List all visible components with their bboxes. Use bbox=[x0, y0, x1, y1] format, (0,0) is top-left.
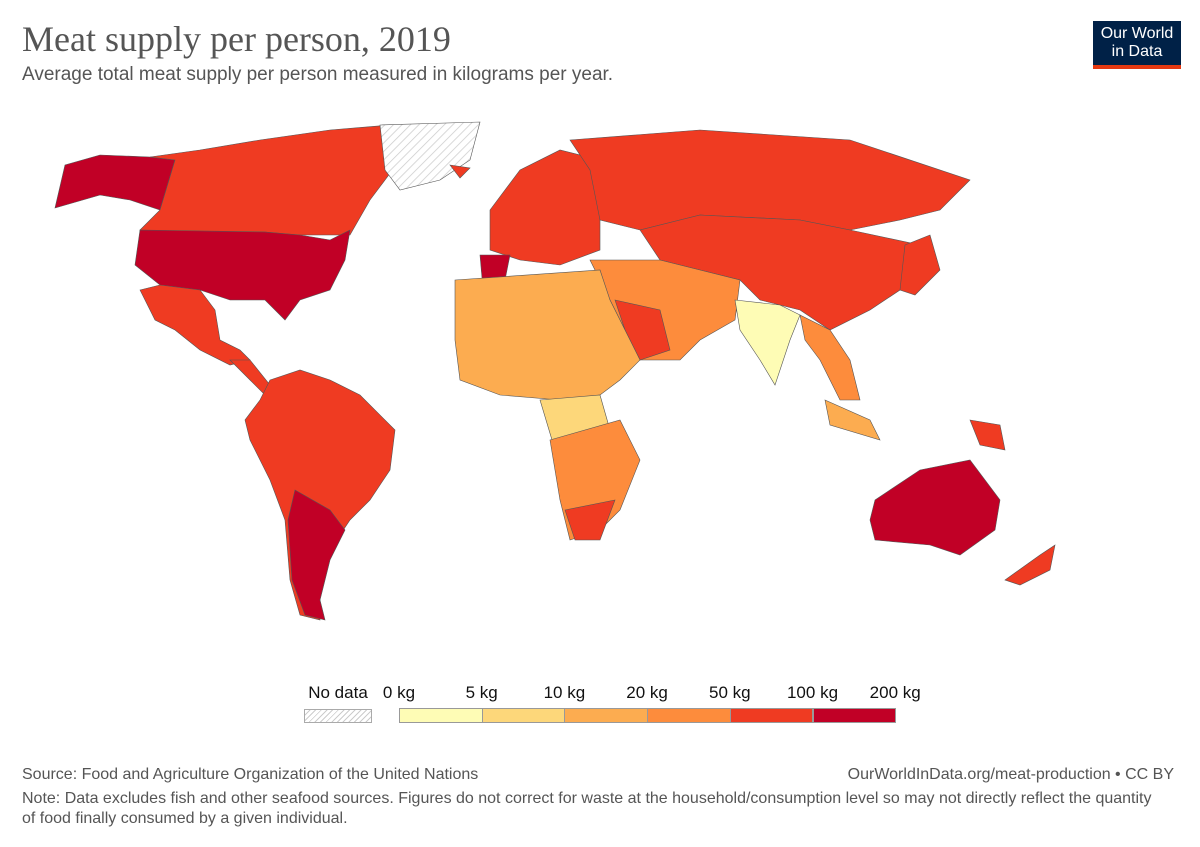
region-australia[interactable] bbox=[869, 459, 1001, 556]
region-japan[interactable] bbox=[899, 234, 941, 296]
legend-bin-swatch[interactable] bbox=[812, 708, 897, 723]
region-southeast-asia[interactable] bbox=[799, 314, 861, 401]
owid-logo[interactable]: Our World in Data bbox=[1093, 21, 1181, 69]
region-alaska[interactable] bbox=[54, 154, 176, 211]
legend-tick-label: 0 kg bbox=[382, 683, 416, 702]
legend-bin-swatch[interactable] bbox=[481, 708, 566, 723]
region-iceland[interactable] bbox=[449, 164, 471, 179]
note-text: Note: Data excludes fish and other seafo… bbox=[22, 790, 1152, 827]
region-india[interactable] bbox=[734, 299, 801, 386]
legend-tick-label: 200 kg bbox=[869, 683, 921, 702]
legend-tick-label: 5 kg bbox=[465, 683, 498, 702]
legend-bin-swatch[interactable] bbox=[729, 708, 814, 723]
region-russia[interactable] bbox=[569, 129, 971, 231]
source-link[interactable]: OurWorldInData.org/meat-production • CC … bbox=[847, 766, 1174, 783]
region-canada[interactable] bbox=[139, 124, 401, 236]
legend-tick-label: 50 kg bbox=[709, 683, 751, 702]
legend-bin-swatch[interactable] bbox=[399, 708, 483, 723]
page-title: Meat supply per person, 2019 bbox=[22, 19, 451, 59]
legend-tick-label: 100 kg bbox=[786, 683, 839, 702]
region-papua-new-guinea[interactable] bbox=[969, 419, 1006, 451]
source-text: Source: Food and Agriculture Organizatio… bbox=[22, 766, 479, 783]
region-mexico[interactable] bbox=[139, 284, 251, 366]
legend-bin-swatch[interactable] bbox=[647, 708, 731, 723]
region-new-zealand[interactable] bbox=[1004, 544, 1056, 586]
region-greenland[interactable] bbox=[379, 121, 481, 191]
region-europe[interactable] bbox=[489, 149, 601, 266]
region-saudi-arabia[interactable] bbox=[614, 299, 671, 361]
legend-no-data-label: No data bbox=[308, 683, 368, 702]
region-indonesia[interactable] bbox=[824, 399, 881, 441]
legend-no-data-swatch bbox=[304, 709, 372, 723]
legend-tick-label: 20 kg bbox=[626, 683, 668, 702]
region-south-africa[interactable] bbox=[564, 499, 616, 541]
region-argentina[interactable] bbox=[287, 489, 346, 621]
page-subtitle: Average total meat supply per person mea… bbox=[22, 64, 614, 85]
legend-bin-swatch[interactable] bbox=[564, 708, 649, 723]
legend-tick-label: 10 kg bbox=[543, 683, 586, 702]
